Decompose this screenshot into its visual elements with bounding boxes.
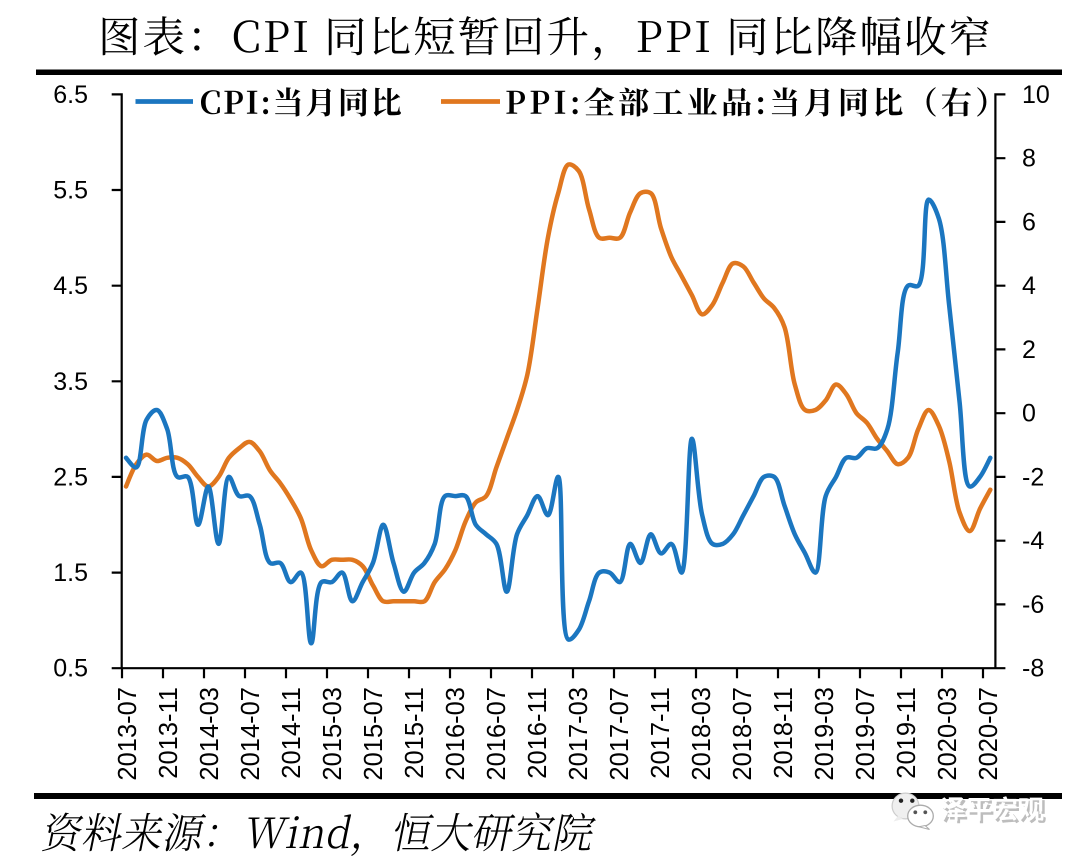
svg-text:6: 6 [1022,208,1036,236]
svg-text:2013-07: 2013-07 [114,687,142,781]
svg-text:-8: -8 [1022,655,1044,683]
svg-text:4.5: 4.5 [53,272,88,300]
svg-text:-6: -6 [1022,591,1044,619]
svg-text:5.5: 5.5 [53,177,88,205]
svg-text:2014-07: 2014-07 [237,687,265,781]
svg-text:-4: -4 [1022,527,1044,555]
svg-text:2015-07: 2015-07 [360,687,388,781]
svg-text:2019-07: 2019-07 [852,687,880,781]
svg-text:4: 4 [1022,272,1036,300]
svg-text:2018-03: 2018-03 [688,687,716,781]
svg-text:2017-07: 2017-07 [606,687,634,781]
svg-text:2018-11: 2018-11 [770,687,798,779]
svg-text:2017-03: 2017-03 [565,687,593,781]
svg-text:2016-11: 2016-11 [524,687,552,779]
svg-text:3.5: 3.5 [53,368,88,396]
svg-text:2019-03: 2019-03 [811,687,839,781]
svg-text:2013-11: 2013-11 [155,687,183,779]
svg-text:10: 10 [1022,81,1050,109]
svg-text:1.5: 1.5 [53,559,88,587]
svg-text:2: 2 [1022,336,1036,364]
svg-text:0: 0 [1022,400,1036,428]
svg-text:2014-03: 2014-03 [196,687,224,781]
svg-text:2017-11: 2017-11 [647,687,675,779]
svg-text:0.5: 0.5 [53,655,88,683]
svg-text:2016-07: 2016-07 [483,687,511,781]
svg-text:2.5: 2.5 [53,463,88,491]
svg-text:2018-07: 2018-07 [729,687,757,781]
svg-text:2020-03: 2020-03 [934,687,962,781]
svg-text:6.5: 6.5 [53,81,88,109]
svg-text:2020-07: 2020-07 [975,687,1003,781]
svg-text:2015-11: 2015-11 [401,687,429,779]
svg-text:2014-11: 2014-11 [278,687,306,779]
svg-text:-2: -2 [1022,463,1044,491]
svg-text:2016-03: 2016-03 [442,687,470,781]
svg-text:8: 8 [1022,145,1036,173]
svg-text:2015-03: 2015-03 [319,687,347,781]
svg-text:2019-11: 2019-11 [893,687,921,779]
